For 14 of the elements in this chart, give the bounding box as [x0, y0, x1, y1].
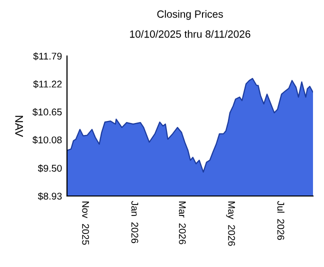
x-tick-label: Nov 2025 — [82, 202, 90, 245]
x-tick-label: Jul 2026 — [277, 201, 284, 240]
y-tick-label: $10.08 — [32, 136, 62, 144]
y-tick-label: $11.79 — [33, 52, 62, 60]
y-tick-label: $10.65 — [32, 108, 62, 116]
y-tick-label: $11.22 — [33, 80, 62, 88]
y-tick-label: $9.50 — [38, 164, 62, 172]
y-tick-label: $8.93 — [38, 192, 62, 200]
x-tick-label: May 2026 — [226, 202, 236, 246]
chart-title: Closing Prices — [157, 10, 223, 20]
x-tick-label: Jan 2026 — [131, 201, 138, 244]
x-tick-label: Mar 2026 — [178, 202, 186, 244]
y-axis-title: NAV — [15, 116, 23, 137]
chart-subtitle: 10/10/2025 thru 8/11/2026 — [130, 30, 250, 38]
